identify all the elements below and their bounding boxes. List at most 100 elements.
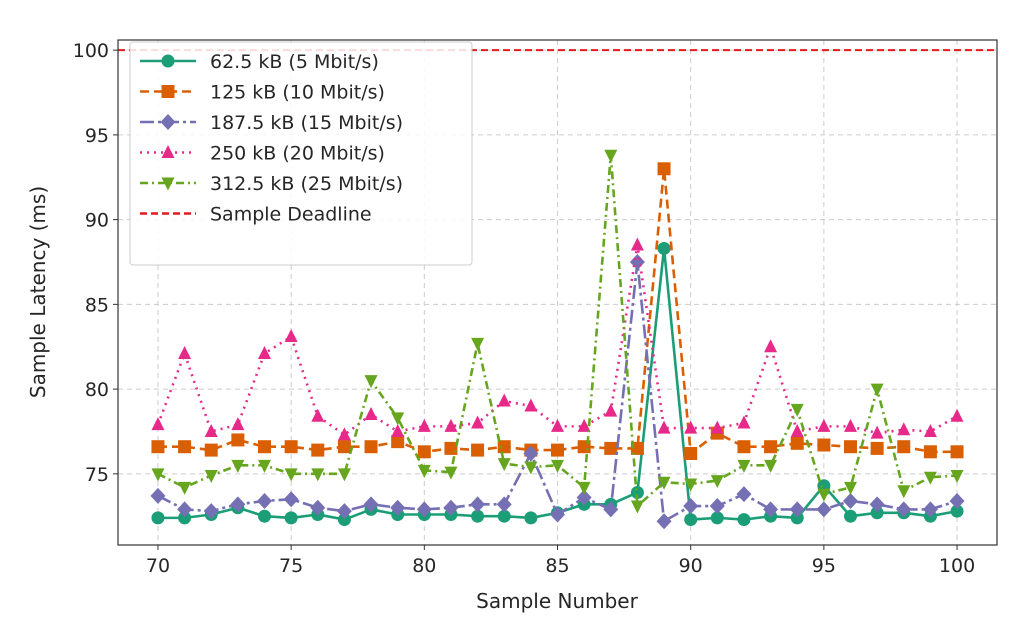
data-point	[524, 398, 538, 412]
data-point	[896, 501, 912, 518]
data-point	[870, 425, 884, 439]
data-point	[258, 440, 271, 454]
data-point	[550, 506, 565, 523]
data-point	[161, 54, 175, 68]
data-point	[203, 503, 219, 520]
data-point	[950, 504, 964, 518]
data-point	[497, 458, 511, 472]
data-point	[923, 471, 937, 485]
data-point	[231, 433, 245, 447]
data-point	[151, 468, 165, 482]
data-point	[161, 145, 175, 158]
legend-label: 187.5 kB (15 Mbit/s)	[210, 112, 403, 134]
data-point	[178, 511, 192, 525]
ticks: 70 75 80 85 90 95 100 75 80 85 90 95 100	[73, 40, 975, 577]
data-point	[551, 418, 564, 432]
data-point	[844, 481, 857, 495]
data-point	[284, 440, 298, 454]
data-point	[629, 253, 645, 270]
y-tick-label: 80	[85, 379, 109, 401]
data-point	[391, 435, 405, 449]
legend-label: Sample Deadline	[210, 204, 372, 226]
x-tick-label: 70	[146, 555, 170, 577]
data-point	[337, 440, 351, 454]
data-point	[790, 423, 804, 437]
data-point	[949, 492, 965, 509]
x-tick-label: 90	[679, 555, 703, 577]
y-axis-label: Sample Latency (ms)	[26, 186, 50, 398]
data-point	[630, 485, 644, 499]
data-point	[656, 513, 672, 530]
data-point	[204, 443, 218, 457]
data-point	[524, 511, 538, 525]
data-point	[630, 500, 644, 514]
legend-label: 62.5 kB (5 Mbit/s)	[210, 51, 379, 73]
data-point	[790, 511, 804, 525]
data-point	[311, 468, 325, 482]
data-point	[177, 501, 193, 518]
data-point	[497, 509, 511, 523]
y-tick-label: 85	[85, 294, 109, 316]
data-point	[657, 241, 671, 255]
data-point	[364, 440, 378, 454]
data-point	[417, 445, 431, 459]
data-point	[737, 415, 751, 429]
data-point	[444, 466, 458, 480]
data-point	[736, 486, 752, 503]
x-tick-label: 95	[812, 555, 836, 577]
data-point	[710, 511, 724, 525]
data-point	[577, 418, 591, 432]
data-point	[284, 468, 298, 482]
data-point	[657, 162, 671, 176]
data-point	[817, 438, 831, 452]
data-point	[523, 445, 539, 462]
data-point	[416, 501, 432, 518]
data-point	[471, 509, 485, 523]
data-point	[843, 492, 858, 509]
data-point	[630, 237, 644, 251]
data-point	[764, 440, 778, 454]
data-point	[364, 375, 378, 389]
x-tick-label: 100	[939, 555, 975, 577]
data-point	[737, 513, 751, 527]
data-point	[151, 417, 165, 431]
data-point	[604, 149, 618, 163]
data-point	[817, 488, 831, 502]
x-tick-label: 80	[412, 555, 436, 577]
data-point	[336, 503, 352, 520]
data-point	[923, 423, 937, 437]
data-point	[283, 491, 299, 508]
data-point	[160, 114, 176, 130]
data-point	[151, 511, 165, 525]
data-point	[764, 459, 778, 473]
data-point	[496, 496, 512, 513]
data-point	[310, 499, 326, 516]
data-point	[922, 501, 938, 518]
data-point	[471, 415, 485, 429]
data-point	[311, 443, 325, 457]
data-point	[683, 498, 699, 515]
data-point	[444, 418, 458, 432]
data-point	[684, 513, 698, 527]
data-point	[497, 440, 511, 454]
data-point	[604, 403, 618, 417]
data-point	[258, 509, 271, 523]
data-point	[630, 441, 644, 455]
y-tick-label: 95	[85, 125, 109, 147]
data-point	[870, 441, 884, 455]
data-point	[790, 403, 804, 417]
legend-label: 250 kB (20 Mbit/s)	[210, 143, 385, 165]
data-point	[497, 393, 511, 407]
data-point	[710, 420, 724, 434]
data-point	[950, 445, 964, 459]
data-point	[417, 418, 431, 432]
data-point	[443, 499, 459, 516]
data-point	[417, 464, 431, 478]
data-point	[844, 440, 857, 454]
legend: 62.5 kB (5 Mbit/s) 125 kB (10 Mbit/s) 187.…	[129, 41, 473, 266]
data-point	[230, 496, 246, 513]
data-point	[551, 459, 564, 473]
data-point	[257, 492, 272, 509]
data-point	[869, 496, 885, 513]
data-point	[764, 339, 778, 353]
